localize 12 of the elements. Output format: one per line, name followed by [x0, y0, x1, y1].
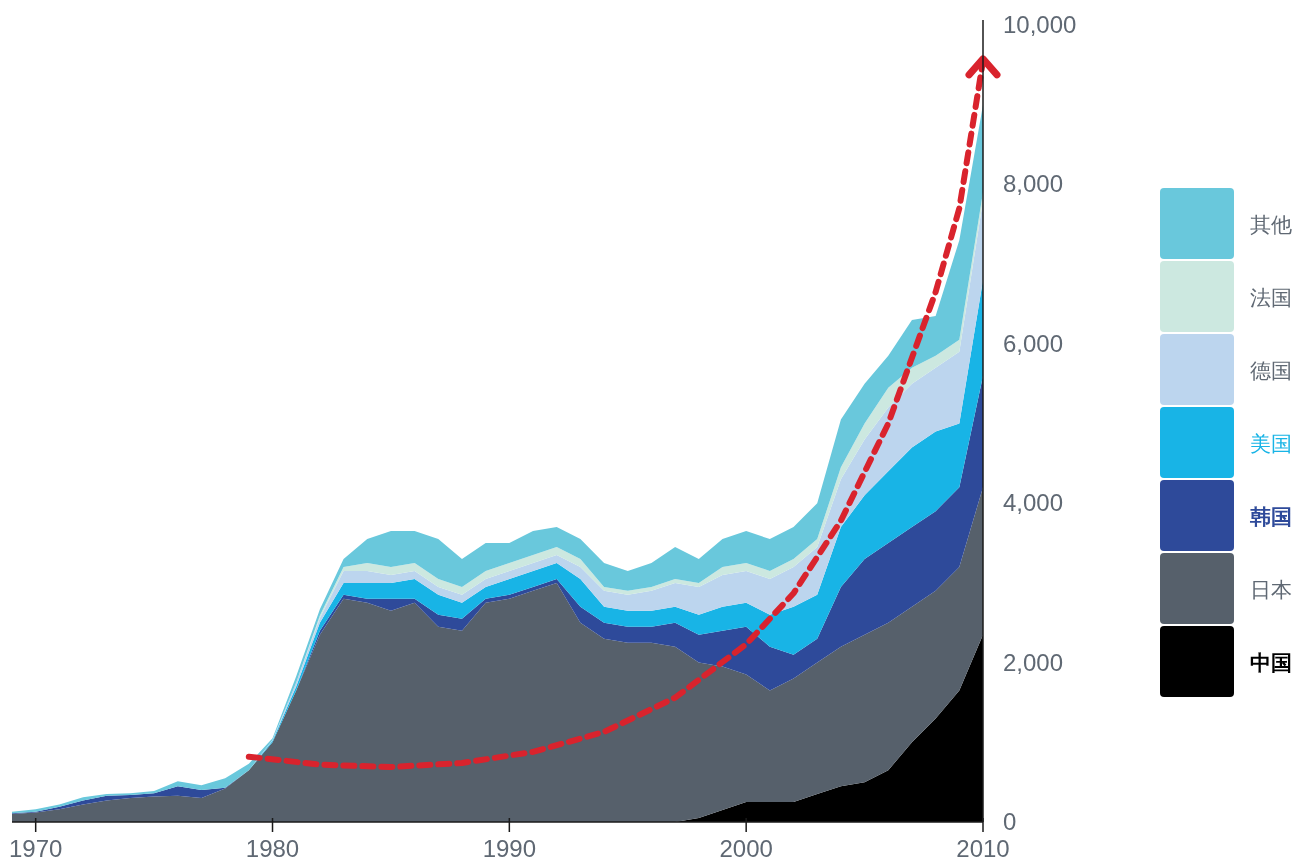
y-tick-label: 0 — [1003, 808, 1017, 835]
x-tick-label: 2010 — [956, 835, 1010, 862]
x-tick-label: 1990 — [482, 835, 537, 862]
x-tick-label: 1970 — [8, 835, 63, 862]
y-tick-label: 8,000 — [1003, 170, 1064, 198]
y-tick-label: 10,000 — [1003, 11, 1077, 38]
y-tick-label: 2,000 — [1003, 648, 1064, 676]
y-tick-label: 4,000 — [1003, 489, 1064, 517]
x-tick-label: 2000 — [719, 835, 773, 862]
legend: 其他 法国 德国 美国 韩国 日本 中国 — [1160, 188, 1292, 697]
y-tick-label: 6,000 — [1003, 329, 1064, 357]
x-tick-label: 1980 — [245, 835, 300, 862]
